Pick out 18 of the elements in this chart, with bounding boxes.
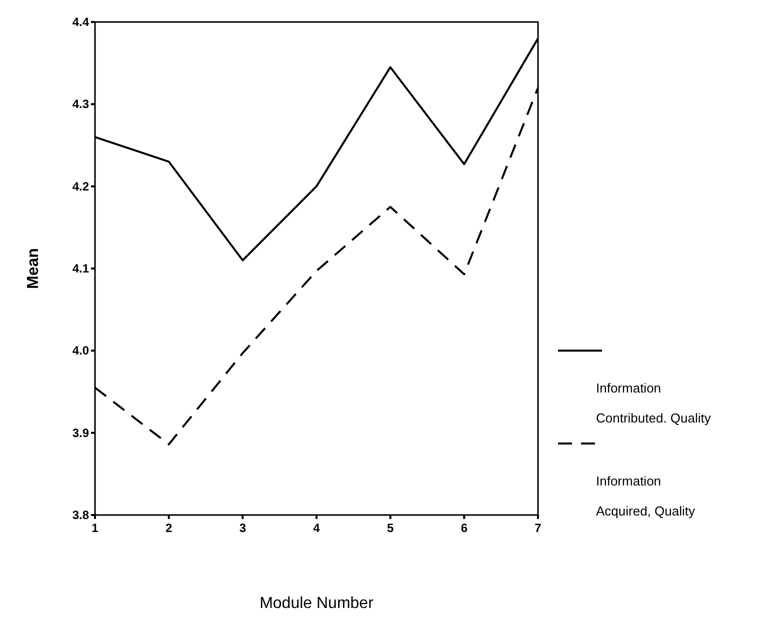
text: Information Acquired, Quality [596,474,696,519]
y-tick-label: 3.8 [72,508,90,522]
y-tick-label: 4.3 [72,97,90,112]
x-axis-title: Module Number [260,595,374,612]
y-tick-label: 4.2 [72,179,90,194]
x-tick-label: 6 [460,521,468,535]
x-tick-label: 5 [386,521,394,535]
y-tick-label: 4.0 [72,344,90,358]
x-tick-label: 7 [534,521,542,535]
x-tick-label: 4 [313,521,320,535]
x-tick-label: 2 [165,521,172,535]
x-tick-label: 3 [239,521,246,535]
y-tick-label: 3.9 [72,426,90,440]
text: Information Contributed. Quality [596,380,712,426]
x-tick-label: 1 [92,521,99,535]
y-axis-title: Mean [25,248,42,289]
y-tick-label: 4.1 [72,262,90,276]
y-tick-label: 4.4 [72,15,90,29]
